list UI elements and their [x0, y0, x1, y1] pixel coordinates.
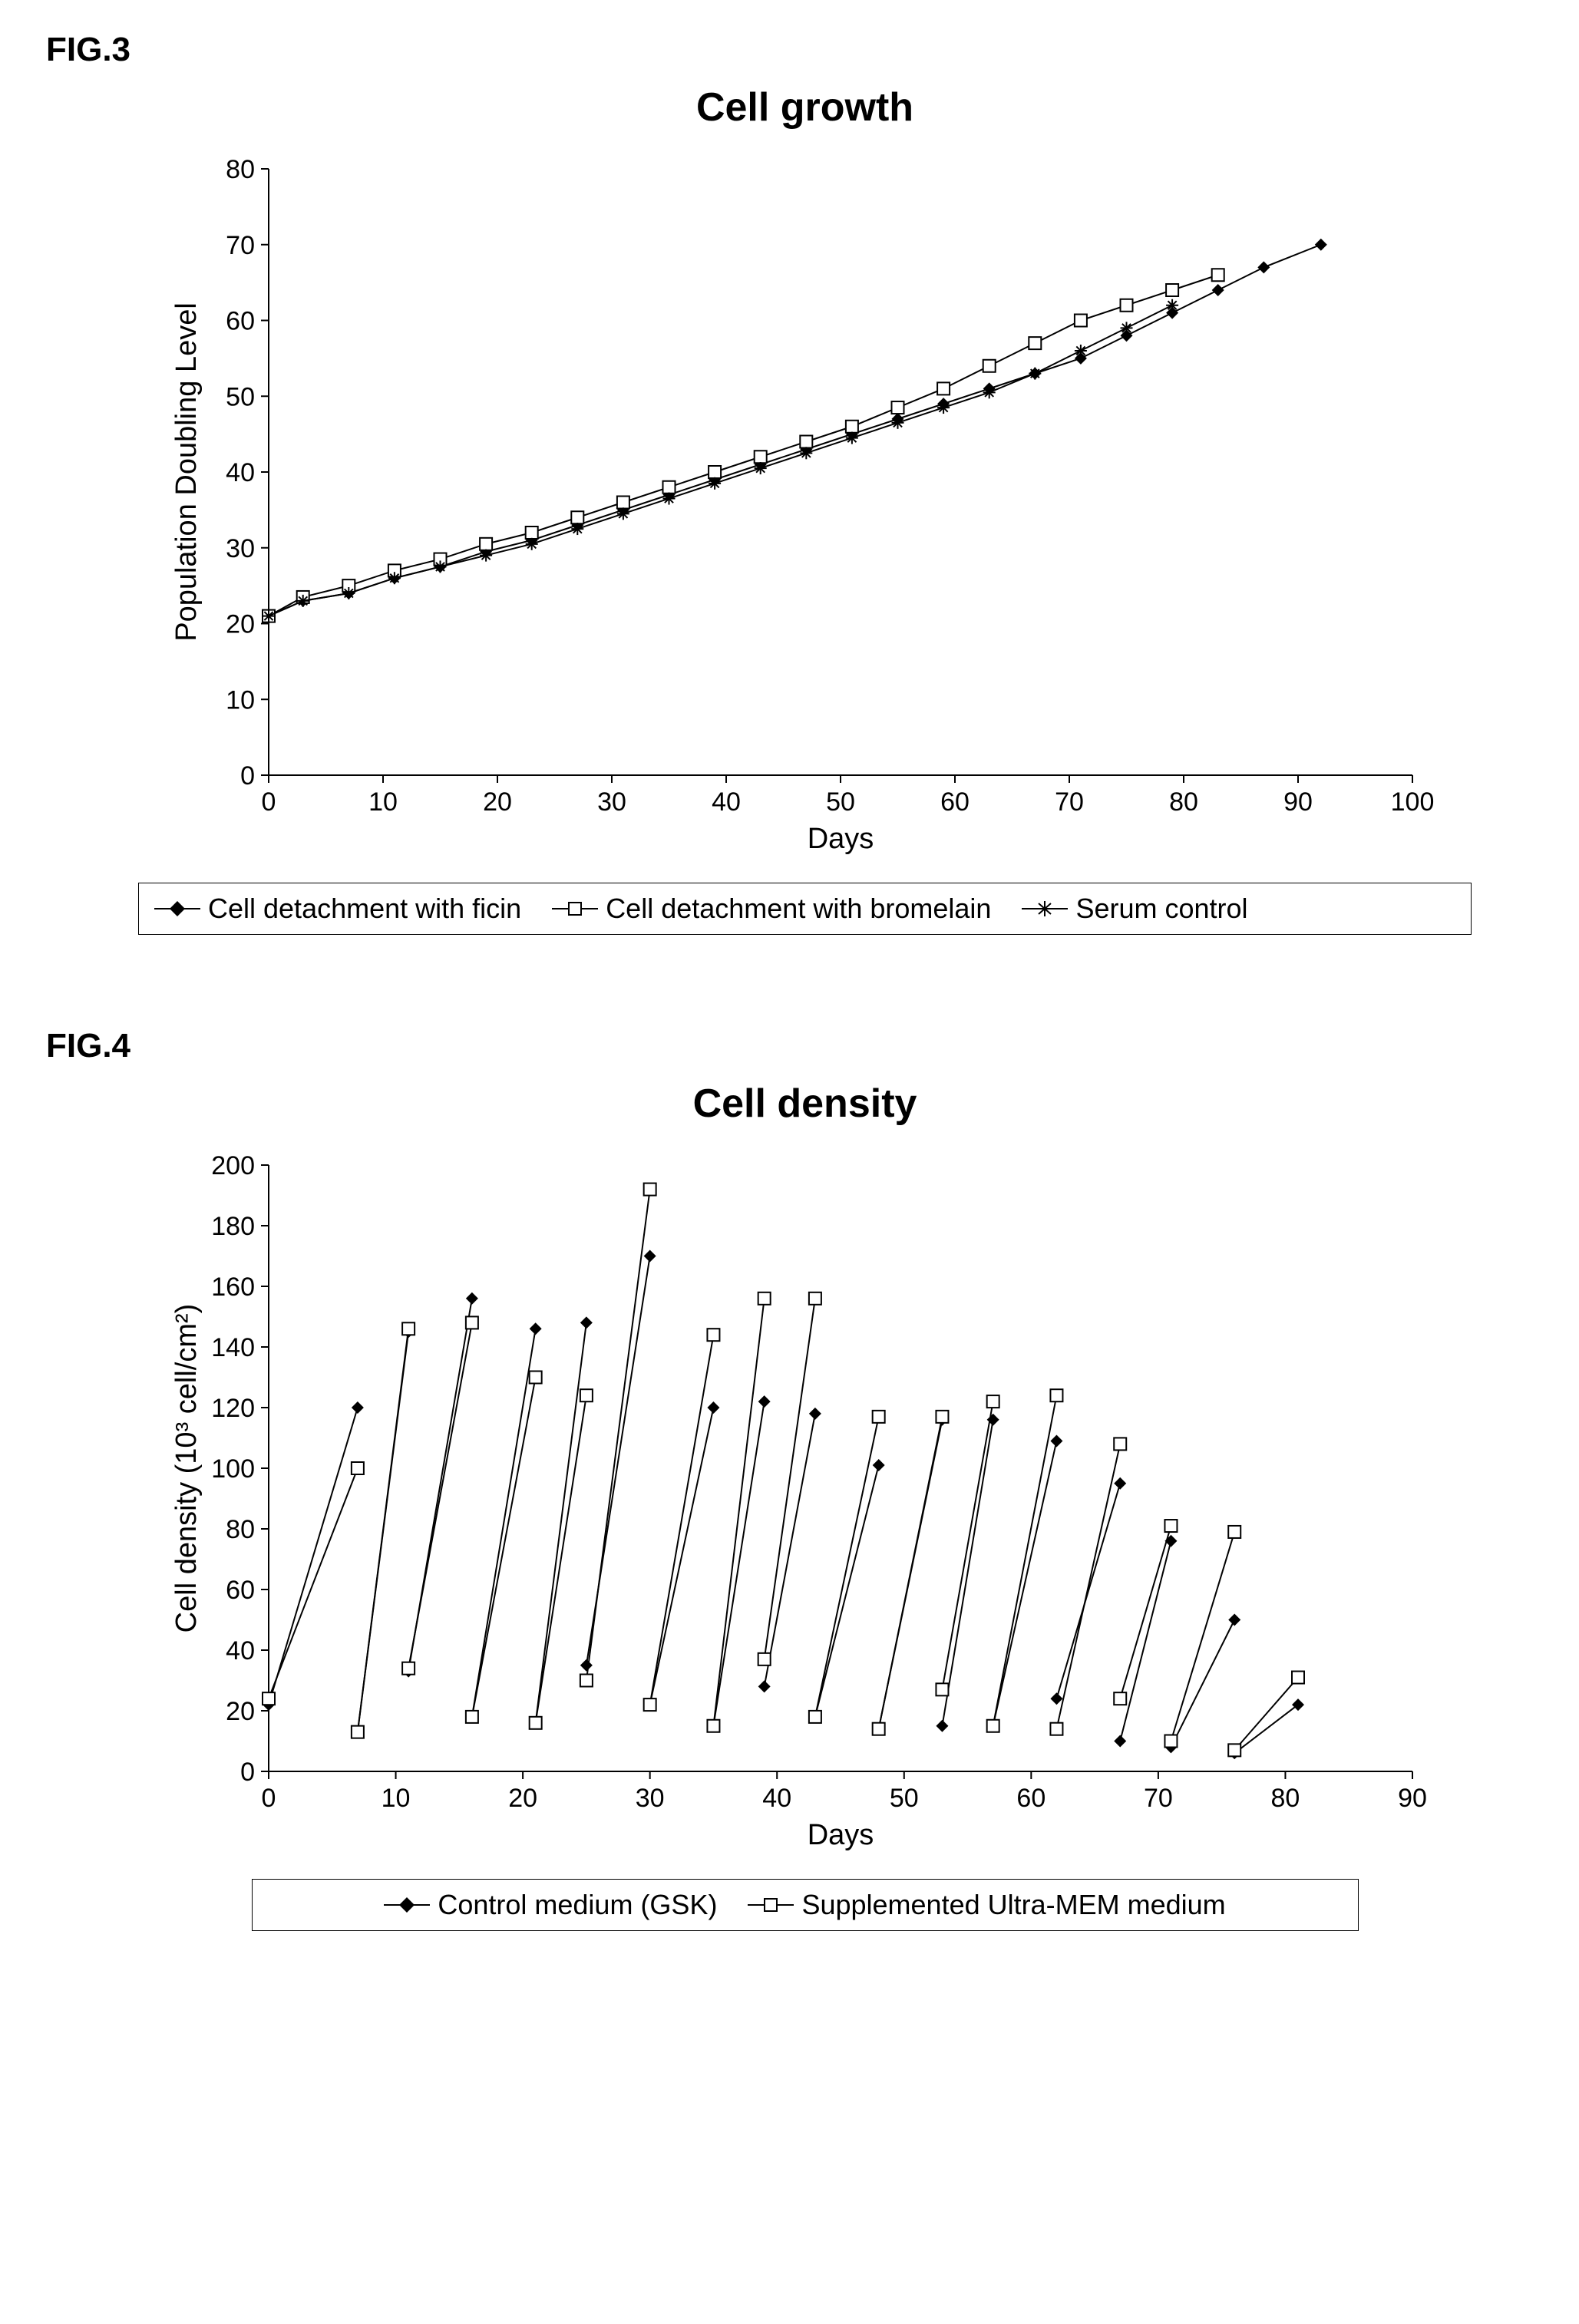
- svg-text:10: 10: [226, 685, 255, 715]
- fig3-legend: Cell detachment with ficin Cell detachme…: [138, 883, 1472, 935]
- svg-text:60: 60: [1016, 1784, 1046, 1813]
- fig4-chart: 0 20 40 60 80 100 120 140 160 180 200 0 10 20 30 40 50 60…: [138, 1142, 1443, 1871]
- fig3-title: Cell growth: [138, 84, 1472, 130]
- fig3-legend-item-serum: Serum control: [1022, 893, 1247, 925]
- svg-text:0: 0: [240, 1758, 255, 1787]
- asterisk-icon: [1022, 897, 1068, 920]
- fig4-legend-label-0: Control medium (GSK): [438, 1889, 717, 1921]
- svg-text:100: 100: [211, 1454, 255, 1484]
- svg-text:60: 60: [226, 1576, 255, 1605]
- svg-text:50: 50: [826, 787, 855, 817]
- svg-text:0: 0: [262, 1784, 276, 1813]
- svg-text:30: 30: [226, 534, 255, 563]
- svg-text:10: 10: [368, 787, 398, 817]
- fig3-legend-label-1: Cell detachment with bromelain: [606, 893, 991, 925]
- fig3-legend-label-0: Cell detachment with ficin: [208, 893, 521, 925]
- svg-text:80: 80: [226, 1515, 255, 1544]
- svg-text:140: 140: [211, 1333, 255, 1362]
- svg-text:30: 30: [597, 787, 626, 817]
- svg-text:120: 120: [211, 1394, 255, 1423]
- fig3-legend-item-ficin: Cell detachment with ficin: [154, 893, 521, 925]
- fig4-legend-item-control: Control medium (GSK): [384, 1889, 717, 1921]
- svg-text:0: 0: [262, 787, 276, 817]
- figure-3: FIG.3 Cell growth 0 10 20 30 40 50 60 70 80 0 10 20…: [46, 31, 1533, 935]
- fig4-legend-item-ultramem: Supplemented Ultra-MEM medium: [748, 1889, 1225, 1921]
- svg-text:20: 20: [508, 1784, 537, 1813]
- svg-text:160: 160: [211, 1273, 255, 1302]
- svg-text:80: 80: [226, 155, 255, 184]
- svg-text:70: 70: [226, 231, 255, 260]
- svg-text:80: 80: [1271, 1784, 1300, 1813]
- fig4-label: FIG.4: [46, 1027, 1533, 1065]
- svg-text:10: 10: [382, 1784, 411, 1813]
- svg-text:Days: Days: [808, 1819, 874, 1851]
- svg-text:40: 40: [712, 787, 741, 817]
- svg-text:60: 60: [226, 307, 255, 336]
- fig4-legend-row: Control medium (GSK) Supplemented Ultra-…: [268, 1889, 1343, 1921]
- square-open-icon: [552, 897, 598, 920]
- fig3-chart-wrap: Cell growth 0 10 20 30 40 50 60 70 80 0 10 20 30 40 50…: [138, 84, 1472, 935]
- svg-text:20: 20: [483, 787, 512, 817]
- svg-text:Days: Days: [808, 823, 874, 855]
- svg-text:20: 20: [226, 610, 255, 639]
- svg-text:70: 70: [1055, 787, 1084, 817]
- svg-text:180: 180: [211, 1212, 255, 1241]
- svg-text:90: 90: [1398, 1784, 1427, 1813]
- fig4-chart-wrap: Cell density 020406080100120140160180200…: [138, 1081, 1472, 1931]
- svg-text:40: 40: [762, 1784, 791, 1813]
- svg-text:50: 50: [890, 1784, 919, 1813]
- svg-text:0: 0: [240, 761, 255, 791]
- svg-text:60: 60: [940, 787, 970, 817]
- svg-text:40: 40: [226, 1636, 255, 1665]
- svg-text:Population Doubling Level: Population Doubling Level: [170, 302, 203, 642]
- figure-4: FIG.4 Cell density 020406080100120140160…: [46, 1027, 1533, 1931]
- square-open-icon: [748, 1893, 794, 1916]
- fig3-label: FIG.3: [46, 31, 1533, 69]
- fig4-legend-label-1: Supplemented Ultra-MEM medium: [801, 1889, 1225, 1921]
- fig3-legend-row: Cell detachment with ficin Cell detachme…: [154, 893, 1455, 925]
- fig4-legend: Control medium (GSK) Supplemented Ultra-…: [252, 1879, 1359, 1931]
- svg-text:80: 80: [1169, 787, 1198, 817]
- svg-text:40: 40: [226, 458, 255, 487]
- diamond-filled-icon: [384, 1893, 430, 1916]
- fig4-title: Cell density: [138, 1081, 1472, 1127]
- svg-text:100: 100: [1391, 787, 1435, 817]
- diamond-filled-icon: [154, 897, 200, 920]
- fig3-legend-label-2: Serum control: [1075, 893, 1247, 925]
- svg-text:50: 50: [226, 382, 255, 411]
- svg-text:Cell density (10³ cell/cm²): Cell density (10³ cell/cm²): [170, 1304, 203, 1633]
- svg-text:200: 200: [211, 1151, 255, 1180]
- fig3-legend-item-bromelain: Cell detachment with bromelain: [552, 893, 991, 925]
- svg-text:20: 20: [226, 1697, 255, 1726]
- svg-text:30: 30: [636, 1784, 665, 1813]
- fig3-chart: 0 10 20 30 40 50 60 70 80 0 10 20 30 40 50 60 70 80 90 100 D…: [138, 146, 1443, 875]
- svg-text:70: 70: [1144, 1784, 1173, 1813]
- svg-text:90: 90: [1283, 787, 1313, 817]
